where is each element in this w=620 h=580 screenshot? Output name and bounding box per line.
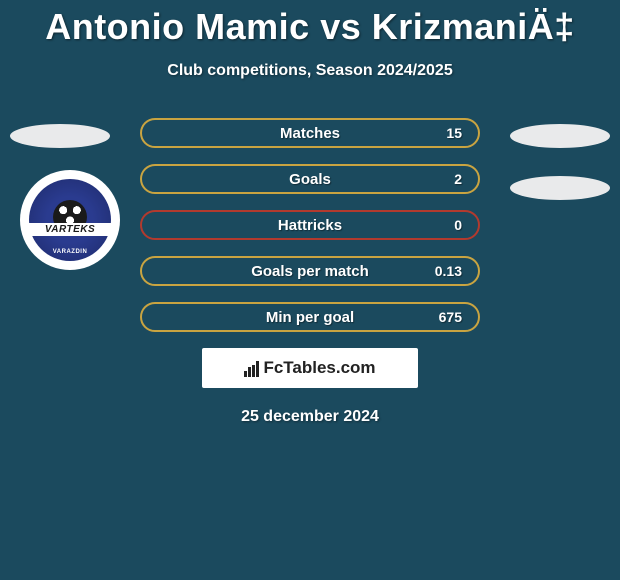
date-label: 25 december 2024: [0, 408, 620, 426]
stat-row-goals-per-match: Goals per match 0.13: [140, 256, 480, 286]
stat-label: Hattricks: [278, 217, 342, 234]
club-badge-bottom-text: VARAZDIN: [53, 249, 88, 255]
page-title: Antonio Mamic vs KrizmaniÄ‡: [0, 0, 620, 48]
stat-label: Matches: [280, 125, 340, 142]
club-badge-inner: VARTEKS VARAZDIN: [29, 179, 111, 261]
player-right-placeholder-2: [510, 176, 610, 200]
stat-value: 0: [454, 217, 462, 233]
stat-row-min-per-goal: Min per goal 675: [140, 302, 480, 332]
fctables-badge[interactable]: FcTables.com: [202, 348, 418, 388]
player-right-placeholder-1: [510, 124, 610, 148]
club-badge: VARTEKS VARAZDIN: [20, 170, 120, 270]
club-badge-band: VARTEKS: [29, 223, 111, 236]
stat-value: 0.13: [435, 263, 462, 279]
stats-container: Matches 15 Goals 2 Hattricks 0 Goals per…: [140, 118, 480, 332]
fctables-label: FcTables.com: [263, 358, 375, 378]
player-left-placeholder-1: [10, 124, 110, 148]
stat-row-matches: Matches 15: [140, 118, 480, 148]
stat-value: 15: [446, 125, 462, 141]
stat-row-goals: Goals 2: [140, 164, 480, 194]
stat-label: Goals per match: [251, 263, 369, 280]
stat-row-hattricks: Hattricks 0: [140, 210, 480, 240]
stat-value: 675: [439, 309, 462, 325]
bar-chart-icon: [244, 359, 259, 377]
stat-label: Min per goal: [266, 309, 354, 326]
stat-label: Goals: [289, 171, 331, 188]
page-subtitle: Club competitions, Season 2024/2025: [0, 62, 620, 80]
stat-value: 2: [454, 171, 462, 187]
